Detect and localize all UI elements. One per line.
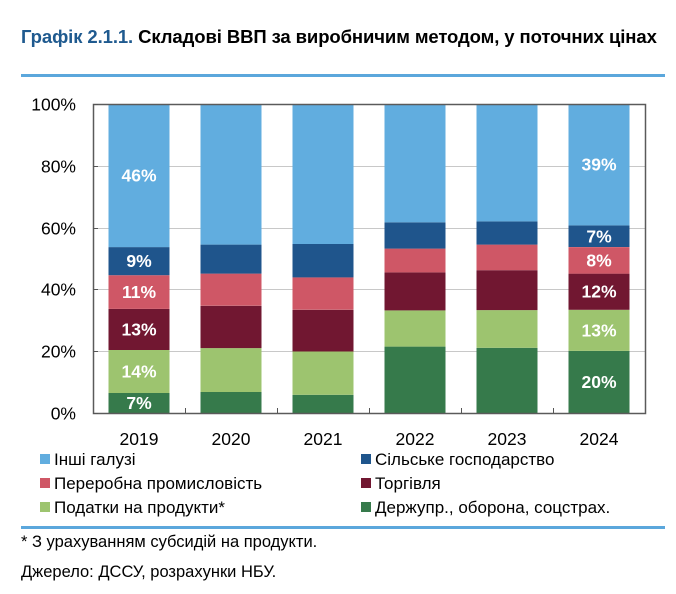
- bar-segment: [292, 394, 354, 413]
- bar-segment: [200, 273, 262, 306]
- bar-segment: [108, 104, 170, 248]
- legend-label: Сільське господарство: [375, 450, 555, 469]
- bars: [108, 104, 630, 413]
- chart-title-text: Складові ВВП за виробничим методом, у по…: [133, 26, 657, 47]
- chart-title-prefix: Графік 2.1.1.: [21, 26, 134, 47]
- y-tick-label: 40%: [41, 280, 76, 300]
- bar-segment: [108, 275, 170, 309]
- bar-segment: [568, 104, 630, 226]
- bar-segment: [476, 347, 538, 413]
- y-tick-label: 80%: [41, 157, 76, 177]
- data-label: 12%: [581, 282, 616, 302]
- bar-segment: [108, 392, 170, 413]
- bar-segment: [384, 248, 446, 273]
- chart-title: Графік 2.1.1. Складові ВВП за виробничим…: [21, 26, 666, 48]
- legend-label: Інші галузі: [54, 450, 136, 469]
- bar-segment: [384, 346, 446, 413]
- bar-segment: [108, 308, 170, 350]
- legend-item: Переробна промисловість: [40, 474, 262, 494]
- y-tick-label: 0%: [51, 404, 76, 424]
- legend-swatch: [40, 478, 50, 488]
- bar-segment: [108, 350, 170, 393]
- bar-segment: [200, 244, 262, 274]
- bar-segment: [476, 244, 538, 271]
- x-tick-label: 2020: [212, 429, 251, 449]
- legend-swatch: [40, 454, 50, 464]
- plot-frame: [92, 103, 647, 415]
- gridlines: [93, 166, 645, 352]
- bar-segment: [384, 222, 446, 249]
- x-tick-label: 2024: [580, 429, 619, 449]
- bar-segment: [568, 273, 630, 310]
- legend-label: Податки на продукти*: [54, 498, 225, 517]
- bar-segment: [108, 247, 170, 276]
- bar-segment: [476, 310, 538, 348]
- stacked-bar-chart: 7% 14% 13% 11% 9% 46% 20% 13% 12% 8% 7% 39% 0% 20% 40…: [31, 95, 647, 449]
- y-axis: 0% 20% 40% 60% 80% 100%: [31, 95, 98, 424]
- legend-swatch: [361, 454, 371, 464]
- bar-segment: [384, 310, 446, 347]
- legend-item: Держупр., оборона, соцстрах.: [361, 498, 610, 518]
- legend-label: Держупр., оборона, соцстрах.: [375, 498, 611, 517]
- title-divider: [21, 74, 665, 77]
- bar-segment: [384, 104, 446, 223]
- legend-item: Торгівля: [361, 474, 441, 494]
- data-label: 7%: [126, 393, 152, 413]
- bar-segment: [384, 272, 446, 311]
- source-note: Джерело: ДССУ, розрахунки НБУ.: [21, 563, 277, 581]
- x-tick-label: 2023: [488, 429, 527, 449]
- data-label: 9%: [126, 251, 152, 271]
- bar-segment: [200, 305, 262, 349]
- footer-divider: [21, 526, 665, 529]
- footnote: * З урахуванням субсидій на продукти.: [21, 533, 318, 551]
- bar-segment: [476, 104, 538, 222]
- legend-label: Торгівля: [375, 474, 441, 493]
- bar-segment: [476, 221, 538, 245]
- bar-segment: [292, 309, 354, 352]
- x-tick-label: 2022: [396, 429, 435, 449]
- legend-item: Інші галузі: [40, 450, 136, 470]
- bar-segment: [292, 351, 354, 395]
- bar-segment: [292, 104, 354, 244]
- legend-label: Переробна промисловість: [54, 474, 263, 493]
- data-label: 46%: [121, 166, 156, 186]
- legend-swatch: [40, 502, 50, 512]
- bar-segment: [200, 348, 262, 392]
- y-tick-label: 100%: [31, 95, 76, 115]
- x-tick-label: 2021: [304, 429, 343, 449]
- data-label: 11%: [122, 282, 156, 302]
- data-label: 13%: [121, 319, 156, 339]
- bar-segment: [568, 309, 630, 351]
- legend-item: Сільське господарство: [361, 450, 554, 470]
- value-labels: 7% 14% 13% 11% 9% 46% 20% 13% 12% 8% 7% 39%: [121, 155, 616, 413]
- legend-swatch: [361, 478, 371, 488]
- bar-segment: [200, 392, 262, 413]
- bar-segment: [292, 277, 354, 310]
- y-tick-label: 60%: [41, 219, 76, 239]
- data-label: 7%: [586, 226, 612, 246]
- data-label: 14%: [121, 361, 156, 381]
- x-axis: 2019 2020 2021 2022 2023 2024: [120, 408, 619, 449]
- legend-swatch: [361, 502, 371, 512]
- data-label: 8%: [586, 250, 612, 270]
- data-label: 13%: [581, 320, 616, 340]
- bar-segment: [292, 244, 354, 278]
- data-label: 39%: [581, 155, 616, 175]
- bar-segment: [476, 270, 538, 311]
- legend-item: Податки на продукти*: [40, 498, 225, 518]
- bar-segment: [568, 225, 630, 247]
- data-label: 20%: [581, 372, 616, 392]
- x-tick-label: 2019: [120, 429, 159, 449]
- y-tick-label: 20%: [41, 342, 76, 362]
- bar-segment: [568, 350, 630, 413]
- bar-segment: [200, 104, 262, 245]
- bar-segment: [568, 247, 630, 274]
- plot-border: [92, 103, 647, 415]
